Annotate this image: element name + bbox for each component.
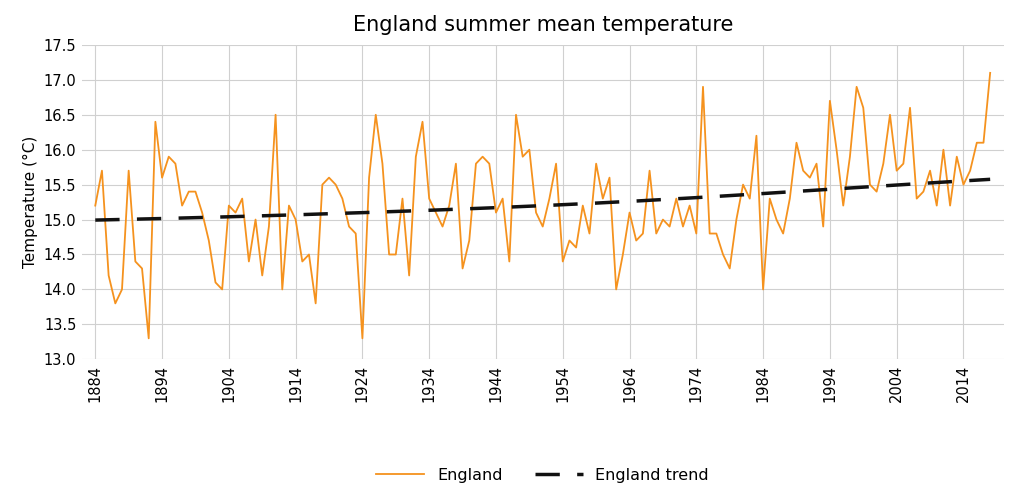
Line: England: England: [95, 73, 990, 338]
England trend: [730, 192, 742, 198]
England: [931, 203, 943, 209]
England trend: [89, 217, 101, 223]
England: [870, 189, 883, 195]
England trend: [563, 202, 575, 208]
England trend: [296, 212, 308, 218]
England: [984, 70, 996, 76]
England: [303, 251, 315, 257]
England trend: [864, 184, 877, 190]
England trend: [984, 176, 996, 182]
England: [603, 175, 615, 181]
England: [570, 245, 583, 250]
Legend: England, England trend: England, England trend: [377, 468, 709, 484]
England trend: [597, 200, 609, 206]
Y-axis label: Temperature (°C): Temperature (°C): [24, 136, 38, 268]
England: [737, 182, 750, 188]
England trend: [924, 180, 936, 186]
Line: England trend: England trend: [95, 179, 990, 220]
England: [89, 203, 101, 209]
Title: England summer mean temperature: England summer mean temperature: [352, 15, 733, 35]
England: [142, 335, 155, 341]
